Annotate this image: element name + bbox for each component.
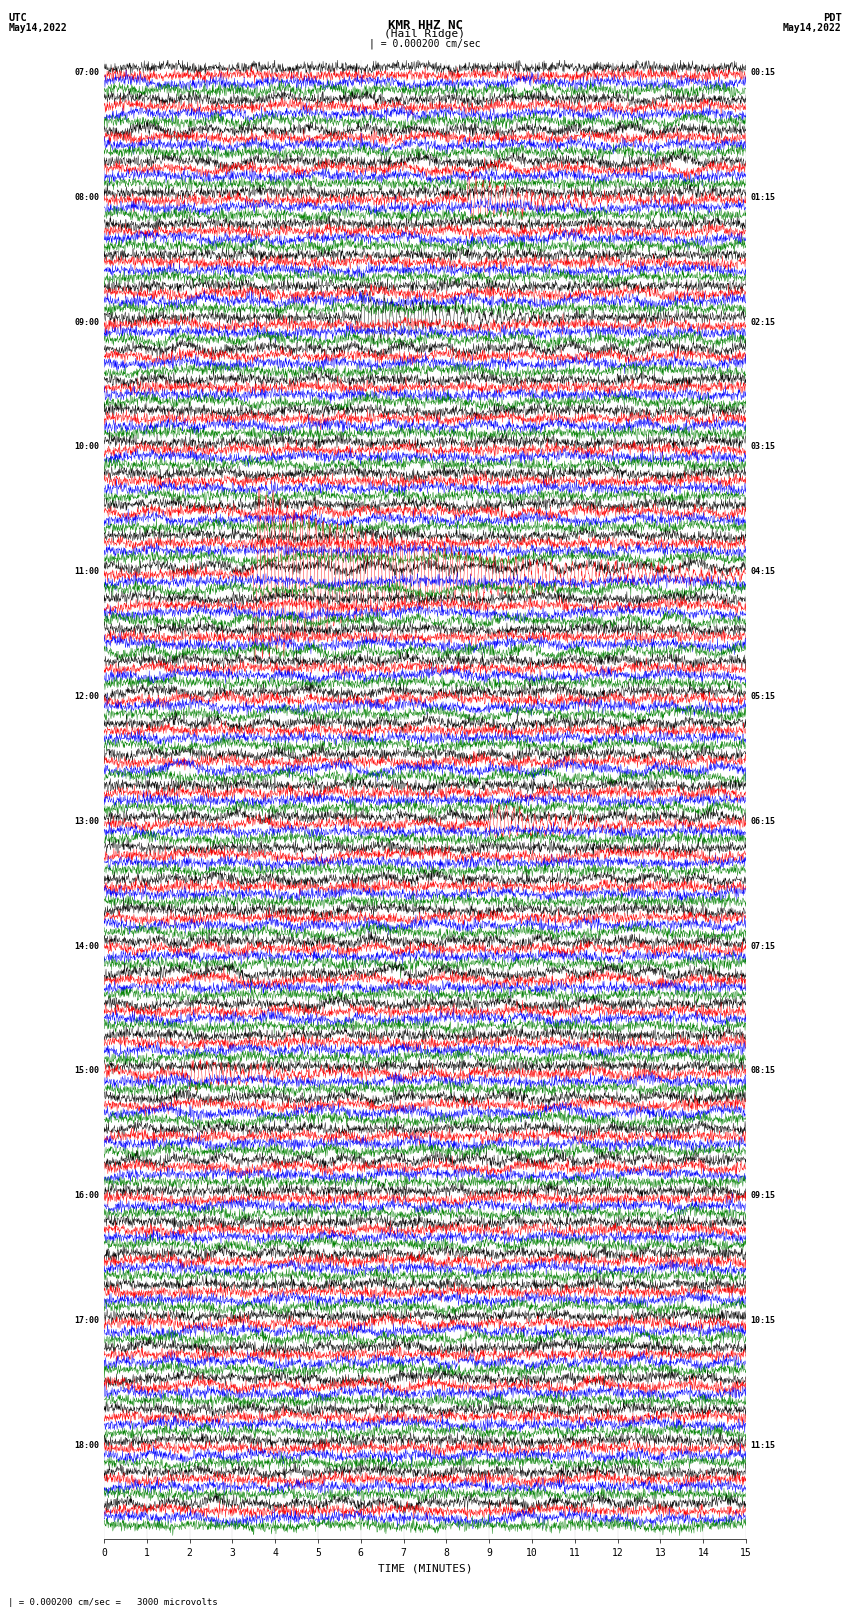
Text: 11:15: 11:15	[751, 1440, 775, 1450]
Text: UTC: UTC	[8, 13, 27, 23]
Text: May14,2022: May14,2022	[783, 23, 842, 32]
Text: KMR HHZ NC: KMR HHZ NC	[388, 19, 462, 32]
Text: 10:15: 10:15	[751, 1316, 775, 1326]
Text: 14:00: 14:00	[75, 942, 99, 950]
Text: PDT: PDT	[823, 13, 842, 23]
Text: 13:00: 13:00	[75, 816, 99, 826]
Text: | = 0.000200 cm/sec: | = 0.000200 cm/sec	[369, 39, 481, 50]
Text: 16:00: 16:00	[75, 1192, 99, 1200]
Text: May14,2022: May14,2022	[8, 23, 67, 32]
Text: 08:00: 08:00	[75, 194, 99, 202]
Text: 08:15: 08:15	[751, 1066, 775, 1076]
Text: 00:15: 00:15	[751, 68, 775, 77]
Text: 09:15: 09:15	[751, 1192, 775, 1200]
Text: 04:15: 04:15	[751, 568, 775, 576]
Text: (Hail Ridge): (Hail Ridge)	[384, 29, 466, 39]
Text: 09:00: 09:00	[75, 318, 99, 326]
X-axis label: TIME (MINUTES): TIME (MINUTES)	[377, 1565, 473, 1574]
Text: 17:00: 17:00	[75, 1316, 99, 1326]
Text: 07:15: 07:15	[751, 942, 775, 950]
Text: 06:15: 06:15	[751, 816, 775, 826]
Text: 07:00: 07:00	[75, 68, 99, 77]
Text: 10:00: 10:00	[75, 442, 99, 452]
Text: 18:00: 18:00	[75, 1440, 99, 1450]
Text: 15:00: 15:00	[75, 1066, 99, 1076]
Text: 11:00: 11:00	[75, 568, 99, 576]
Text: 05:15: 05:15	[751, 692, 775, 702]
Text: 02:15: 02:15	[751, 318, 775, 326]
Text: 01:15: 01:15	[751, 194, 775, 202]
Text: 12:00: 12:00	[75, 692, 99, 702]
Text: | = 0.000200 cm/sec =   3000 microvolts: | = 0.000200 cm/sec = 3000 microvolts	[8, 1597, 218, 1607]
Text: 03:15: 03:15	[751, 442, 775, 452]
